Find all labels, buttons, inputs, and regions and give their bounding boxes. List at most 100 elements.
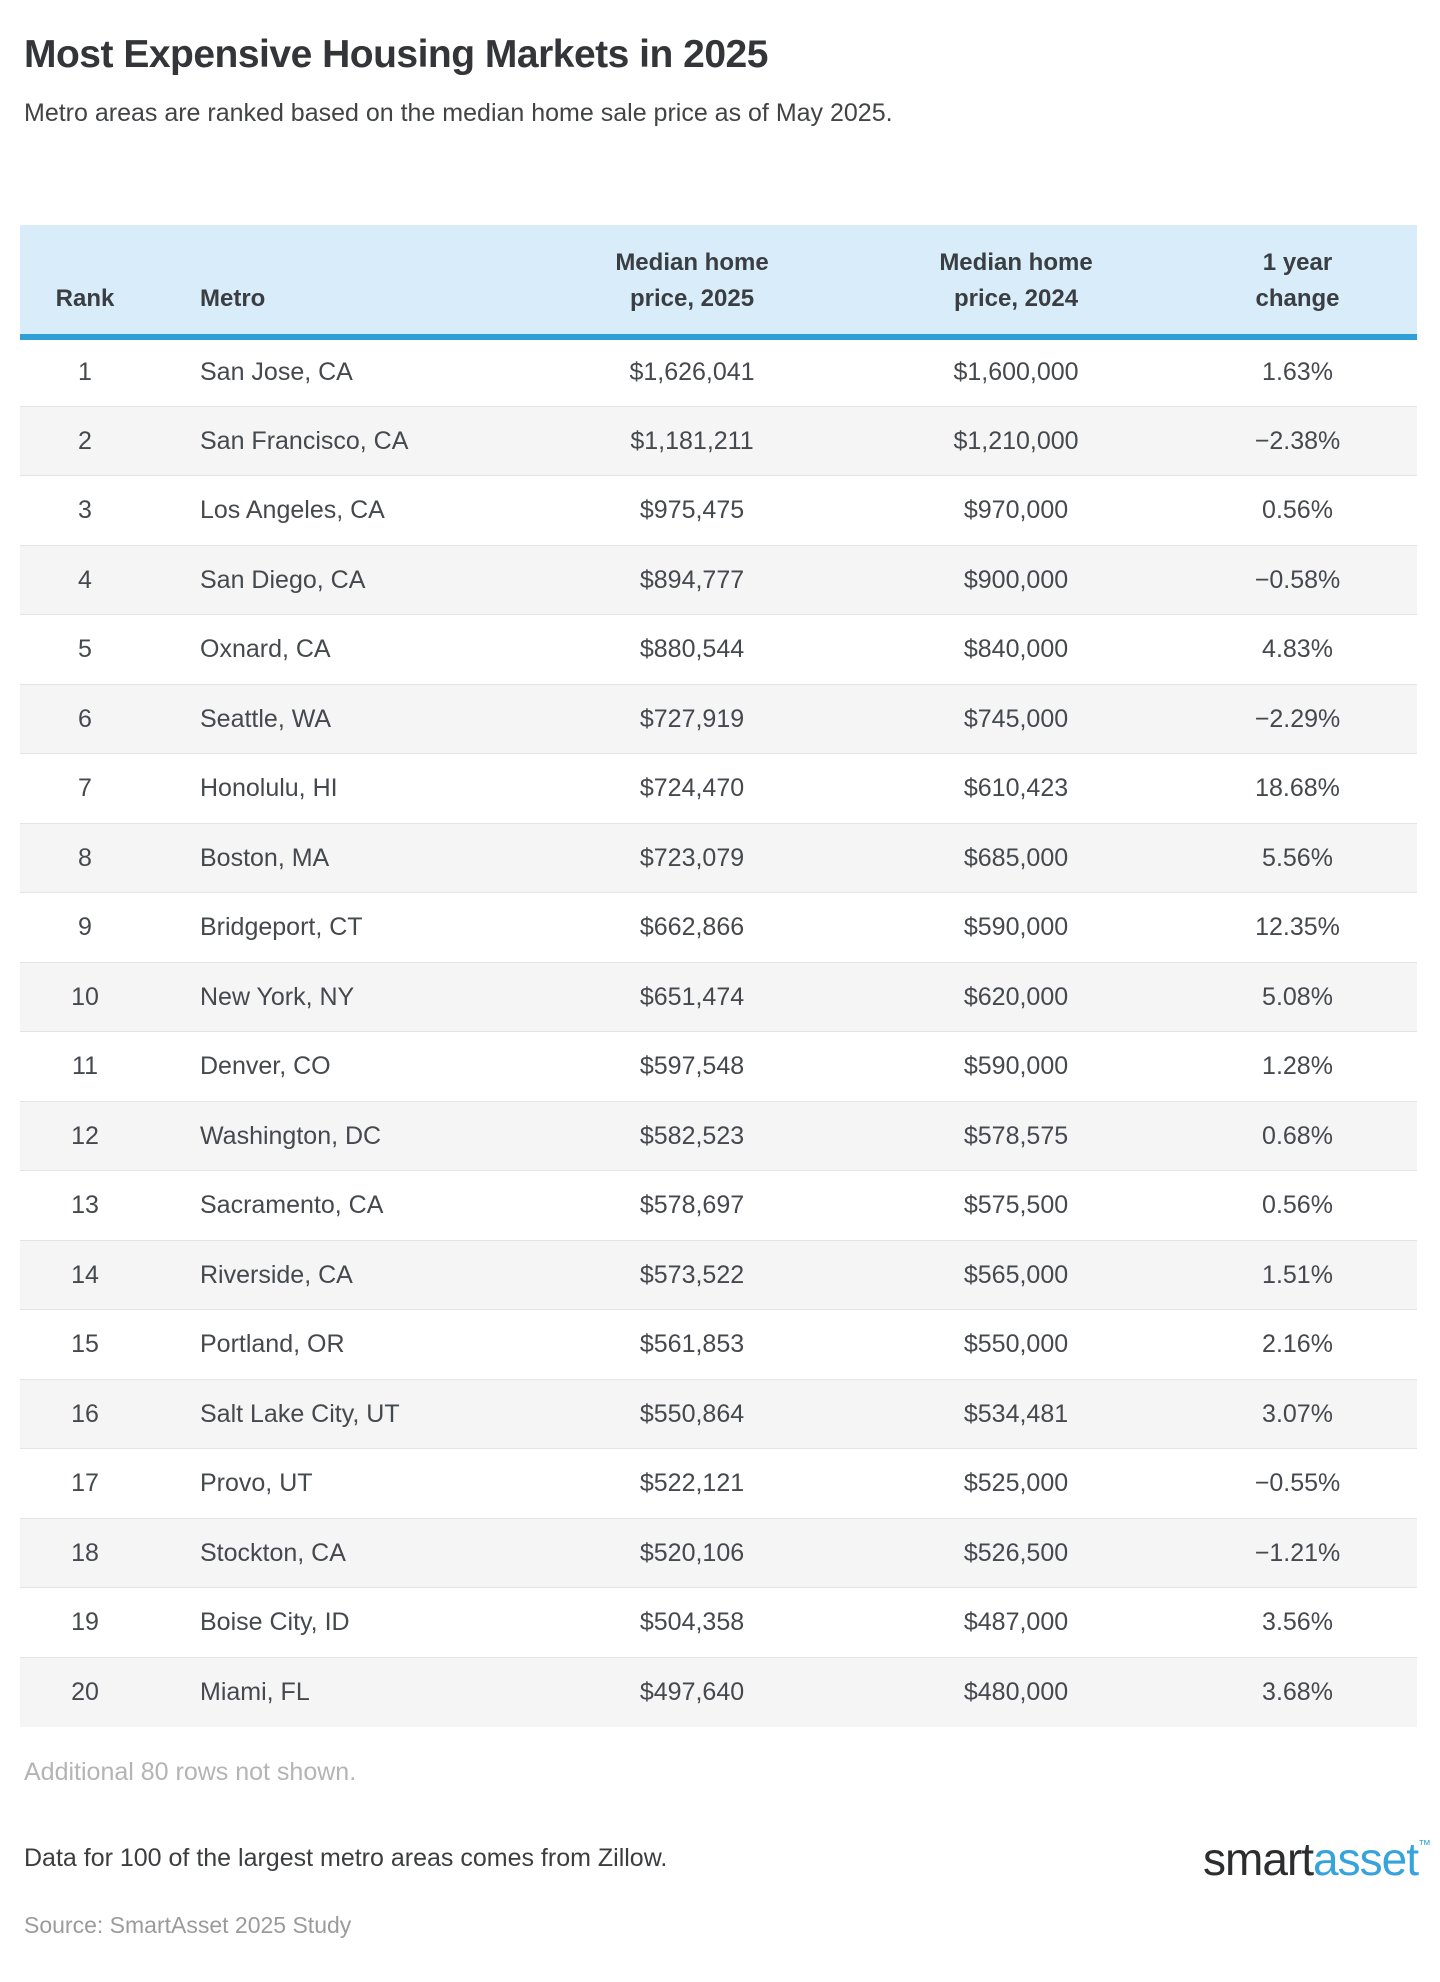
price-2025-cell: $520,106 [639, 1538, 745, 1567]
price-2025-cell: $504,358 [639, 1608, 745, 1637]
rows-not-shown-note: Additional 80 rows not shown. [24, 1757, 357, 1786]
price-2024-cell: $525,000 [963, 1469, 1069, 1498]
price-2025-cell: $573,522 [639, 1260, 745, 1289]
metro-cell: Stockton, CA [200, 1538, 346, 1567]
table-body: 1 San Jose, CA $1,626,041 $1,600,000 1.63% 2 S… [20, 337, 1417, 1727]
price-2025-cell: $662,866 [639, 913, 745, 942]
price-2024-cell: $620,000 [963, 982, 1069, 1011]
change-cell: −1.21% [1254, 1538, 1341, 1567]
table-row: 7 Honolulu, HI $724,470 $610,423 18.68% [20, 753, 1417, 824]
change-cell: −0.58% [1254, 565, 1341, 594]
price-2025-cell: $651,474 [639, 982, 745, 1011]
change-cell: 1.28% [1262, 1052, 1333, 1081]
change-cell: 12.35% [1255, 913, 1340, 942]
table-row: 4 San Diego, CA $894,777 $900,000 −0.58% [20, 545, 1417, 615]
rank-cell: 8 [78, 843, 92, 872]
price-2025-cell: $522,121 [639, 1469, 745, 1498]
price-2024-cell: $610,423 [963, 774, 1069, 803]
price-2024-cell: $745,000 [963, 704, 1069, 733]
table-row: 10 New York, NY $651,474 $620,000 5.08% [20, 962, 1417, 1032]
metro-cell: Bridgeport, CT [200, 913, 363, 942]
metro-cell: Boston, MA [200, 843, 330, 872]
change-cell: 0.56% [1262, 1191, 1333, 1220]
price-2024-cell: $575,500 [963, 1191, 1069, 1220]
infographic: Most Expensive Housing Markets in 2025 M… [0, 33, 1440, 1982]
price-2025-cell: $597,548 [639, 1052, 745, 1081]
rank-cell: 17 [71, 1469, 99, 1498]
column-header-price-2025: Median home price, 2025 [530, 224, 854, 337]
change-cell: 1.63% [1262, 358, 1333, 387]
rank-cell: 16 [71, 1399, 99, 1428]
price-2024-cell: $840,000 [963, 635, 1069, 664]
table-header: Rank Metro Median home price, 2025 Media… [20, 224, 1417, 337]
rank-cell: 19 [71, 1608, 99, 1637]
metro-cell: Oxnard, CA [200, 635, 331, 664]
change-cell: 3.68% [1262, 1677, 1333, 1706]
table-row: 19 Boise City, ID $504,358 $487,000 3.56% [20, 1587, 1417, 1658]
rank-cell: 18 [71, 1538, 99, 1567]
metro-cell: San Francisco, CA [200, 426, 409, 455]
logo-text-smart: smart [1203, 1832, 1314, 1885]
table-row: 12 Washington, DC $582,523 $578,575 0.68% [20, 1101, 1417, 1171]
price-2025-cell: $561,853 [639, 1330, 745, 1359]
footer-row: Data for 100 of the largest metro areas … [24, 1832, 1431, 1885]
data-source-text: Data for 100 of the largest metro areas … [24, 1844, 668, 1873]
metro-cell: Washington, DC [200, 1121, 382, 1150]
page-title: Most Expensive Housing Markets in 2025 [24, 33, 768, 76]
trademark-symbol: ™ [1418, 1836, 1431, 1852]
price-2025-cell: $975,475 [639, 496, 745, 525]
column-header-metro: Metro [150, 224, 530, 337]
housing-market-table: Rank Metro Median home price, 2025 Media… [20, 224, 1417, 1727]
change-cell: 4.83% [1262, 635, 1333, 664]
price-2025-cell: $880,544 [639, 635, 745, 664]
table-row: 8 Boston, MA $723,079 $685,000 5.56% [20, 823, 1417, 893]
table-row: 6 Seattle, WA $727,919 $745,000 −2.29% [20, 684, 1417, 754]
change-cell: 3.07% [1262, 1399, 1333, 1428]
metro-cell: Los Angeles, CA [200, 496, 385, 525]
price-2024-cell: $900,000 [963, 565, 1069, 594]
price-2024-cell: $1,210,000 [953, 426, 1079, 455]
price-2025-cell: $723,079 [639, 843, 745, 872]
metro-cell: San Diego, CA [200, 565, 366, 594]
table-row: 2 San Francisco, CA $1,181,211 $1,210,000 −2… [20, 406, 1417, 476]
metro-cell: Sacramento, CA [200, 1191, 384, 1220]
table-row: 18 Stockton, CA $520,106 $526,500 −1.21% [20, 1518, 1417, 1588]
price-2024-cell: $487,000 [963, 1608, 1069, 1637]
change-cell: 5.08% [1262, 982, 1333, 1011]
rank-cell: 14 [71, 1260, 99, 1289]
table-row: 14 Riverside, CA $573,522 $565,000 1.51% [20, 1240, 1417, 1310]
table-row: 9 Bridgeport, CT $662,866 $590,000 12.35% [20, 892, 1417, 963]
change-cell: 3.56% [1262, 1608, 1333, 1637]
metro-cell: Denver, CO [200, 1052, 331, 1081]
change-cell: 0.56% [1262, 496, 1333, 525]
metro-cell: Riverside, CA [200, 1260, 353, 1289]
rank-cell: 5 [78, 635, 92, 664]
price-2024-cell: $565,000 [963, 1260, 1069, 1289]
price-2024-cell: $550,000 [963, 1330, 1069, 1359]
change-cell: 18.68% [1255, 774, 1340, 803]
rank-cell: 7 [78, 774, 92, 803]
change-cell: 5.56% [1262, 843, 1333, 872]
rank-cell: 12 [71, 1121, 99, 1150]
page-subtitle: Metro areas are ranked based on the medi… [24, 98, 893, 127]
price-2024-cell: $578,575 [963, 1121, 1069, 1150]
price-2025-cell: $724,470 [639, 774, 745, 803]
metro-cell: Boise City, ID [200, 1608, 350, 1637]
metro-cell: Honolulu, HI [200, 774, 338, 803]
table-row: 11 Denver, CO $597,548 $590,000 1.28% [20, 1031, 1417, 1102]
rank-cell: 20 [71, 1677, 99, 1706]
metro-cell: San Jose, CA [200, 358, 353, 387]
price-2024-cell: $534,481 [963, 1399, 1069, 1428]
source-study-text: Source: SmartAsset 2025 Study [24, 1911, 352, 1938]
rank-cell: 13 [71, 1191, 99, 1220]
rank-cell: 4 [78, 565, 92, 594]
price-2024-cell: $590,000 [963, 1052, 1069, 1081]
metro-cell: New York, NY [200, 982, 355, 1011]
price-2025-cell: $894,777 [639, 565, 745, 594]
table-row: 20 Miami, FL $497,640 $480,000 3.68% [20, 1657, 1417, 1727]
price-2025-cell: $727,919 [639, 704, 745, 733]
table-row: 3 Los Angeles, CA $975,475 $970,000 0.56% [20, 475, 1417, 546]
metro-cell: Miami, FL [200, 1677, 310, 1706]
rank-cell: 10 [71, 982, 99, 1011]
metro-cell: Salt Lake City, UT [200, 1399, 400, 1428]
